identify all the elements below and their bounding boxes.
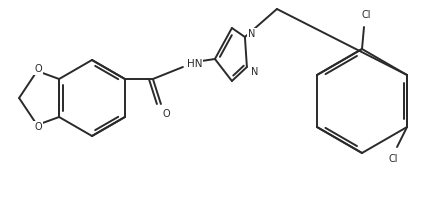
- Text: O: O: [34, 122, 42, 132]
- Text: O: O: [162, 109, 170, 119]
- Text: N: N: [248, 29, 255, 39]
- Text: Cl: Cl: [388, 154, 398, 164]
- Text: O: O: [34, 64, 42, 74]
- Text: HN: HN: [187, 59, 202, 69]
- Text: Cl: Cl: [361, 10, 371, 20]
- Text: N: N: [251, 67, 259, 77]
